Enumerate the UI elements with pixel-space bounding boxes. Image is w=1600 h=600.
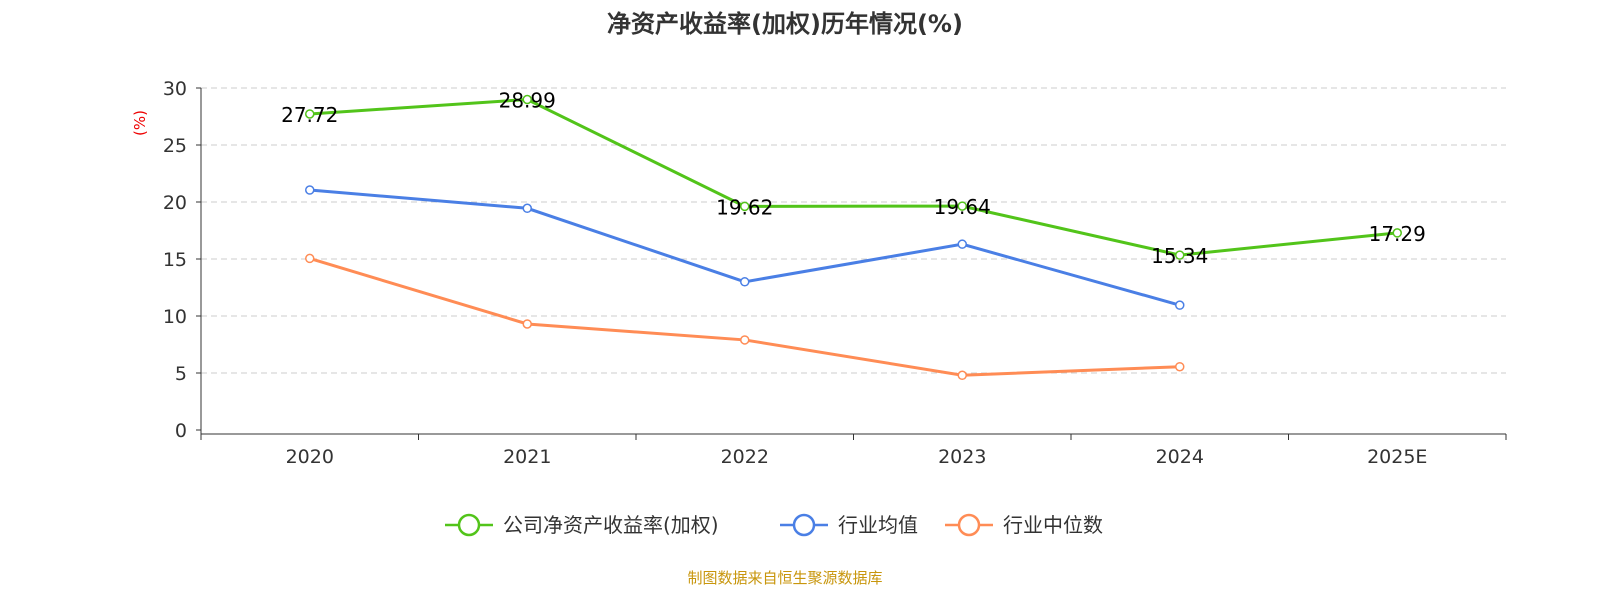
y-tick-label: 5 [175,363,187,385]
chart-title: 净资产收益率(加权)历年情况(%) [607,10,963,38]
x-tick-label: 2022 [721,446,769,468]
y-axis-label: (%) [131,110,149,136]
x-tick-label: 2024 [1156,446,1204,468]
data-point[interactable] [1175,250,1185,260]
legend-label: 行业中位数 [1003,513,1103,537]
data-point[interactable] [305,253,315,264]
data-point[interactable] [522,203,532,214]
x-tick-label: 2025E [1367,446,1427,468]
data-point[interactable] [1392,228,1402,238]
series-line-2 [309,256,1180,377]
x-tick-label: 2023 [938,446,986,468]
legend-item-1[interactable]: 行业均值 [780,513,918,537]
data-source-note: 制图数据来自恒生聚源数据库 [687,569,882,587]
legend-circle-icon [957,513,981,537]
legend-label: 公司净资产收益率(加权) [503,513,719,537]
data-point[interactable] [957,201,967,211]
data-point[interactable] [305,185,315,195]
legend-label: 行业均值 [838,513,918,537]
y-tick-label: 0 [175,420,187,442]
data-point[interactable] [1175,361,1185,372]
data-label: 28.99 [499,89,556,113]
legend-item-0[interactable]: 公司净资产收益率(加权) [445,513,719,537]
data-point[interactable] [305,109,315,119]
data-point[interactable] [522,94,532,105]
y-tick-label: 15 [163,249,187,271]
x-tick-label: 2021 [503,446,551,468]
data-point[interactable] [957,239,967,249]
y-tick-label: 10 [163,306,187,328]
data-point[interactable] [522,319,532,329]
y-tick-label: 25 [163,135,187,157]
data-label: 15.34 [1151,244,1208,268]
data-point[interactable] [740,201,750,212]
data-point[interactable] [957,370,967,381]
data-point[interactable] [1175,300,1185,310]
legend-item-2[interactable]: 行业中位数 [945,513,1103,537]
data-label: 17.29 [1369,222,1426,246]
data-label: 27.72 [281,103,338,127]
data-label: 19.64 [934,195,991,219]
data-point[interactable] [740,277,750,287]
legend-circle-icon [792,513,816,537]
x-tick-label: 2020 [286,446,334,468]
legend-circle-icon [457,513,481,537]
y-tick-label: 30 [163,78,187,100]
series-line-0 [309,97,1398,257]
y-tick-label: 20 [163,192,187,214]
data-label: 19.62 [716,195,773,219]
data-point[interactable] [740,335,750,345]
